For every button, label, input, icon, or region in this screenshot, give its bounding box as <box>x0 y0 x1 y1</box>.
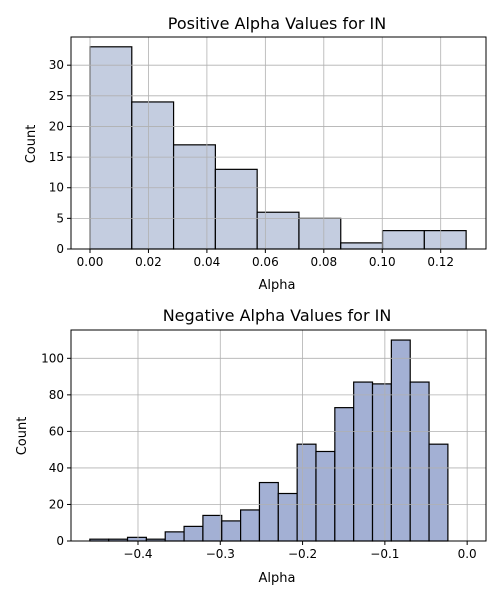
histogram-bar <box>240 509 261 542</box>
histogram-bar <box>126 536 147 542</box>
x-tick-label: 0.00 <box>77 255 104 269</box>
histogram-bar <box>298 217 342 250</box>
histogram-bar <box>221 520 242 542</box>
histogram-bar <box>164 531 185 542</box>
histogram-bar <box>183 525 204 542</box>
y-tick-label: 60 <box>49 424 64 438</box>
histogram-bar <box>89 46 133 250</box>
x-tick-label: 0.02 <box>135 255 162 269</box>
histogram-bar <box>390 339 411 542</box>
chart-title: Negative Alpha Values for IN <box>163 306 392 325</box>
y-tick-label: 30 <box>49 58 64 72</box>
histogram-bar <box>131 101 175 250</box>
negative-alpha-histogram: Negative Alpha Values for IN Alpha Count… <box>15 306 487 586</box>
histogram-bar <box>423 230 467 250</box>
histogram-bar <box>428 443 449 542</box>
histogram-bar <box>277 492 298 542</box>
y-tick-label: 20 <box>49 497 64 511</box>
x-axis-ticks: 0.00 0.02 0.04 0.06 0.08 0.10 0.12 <box>77 249 454 269</box>
bars <box>89 339 449 542</box>
chart-title: Positive Alpha Values for IN <box>168 14 386 33</box>
x-tick-label: −0.1 <box>370 547 399 561</box>
histogram-bar <box>315 450 336 542</box>
x-tick-label: 0.0 <box>458 547 477 561</box>
x-tick-label: 0.10 <box>369 255 396 269</box>
histogram-bar <box>334 407 355 542</box>
y-tick-label: 5 <box>56 211 64 225</box>
histogram-bar <box>202 514 223 542</box>
y-tick-label: 0 <box>56 534 64 548</box>
y-tick-label: 0 <box>56 242 64 256</box>
y-tick-label: 100 <box>41 351 64 365</box>
x-axis-ticks: −0.4 −0.3 −0.2 −0.1 0.0 <box>123 541 477 561</box>
plot-frame <box>70 36 487 250</box>
y-tick-label: 40 <box>49 461 64 475</box>
histogram-bar <box>214 168 258 250</box>
positive-alpha-histogram: Positive Alpha Values for IN Alpha Count… <box>24 14 487 293</box>
y-tick-label: 20 <box>49 119 64 133</box>
x-tick-label: −0.3 <box>206 547 235 561</box>
y-axis-ticks: 0 20 40 60 80 100 <box>41 351 71 548</box>
y-tick-label: 25 <box>49 89 64 103</box>
y-axis-ticks: 0 5 10 15 20 25 30 <box>49 58 71 256</box>
x-tick-label: 0.04 <box>194 255 221 269</box>
histogram-bar <box>258 481 279 542</box>
histogram-bar <box>353 381 374 542</box>
histogram-bar <box>409 381 430 542</box>
y-axis-label: Count <box>15 417 30 456</box>
x-tick-label: 0.12 <box>427 255 454 269</box>
histogram-bar <box>256 211 300 250</box>
y-tick-label: 80 <box>49 388 64 402</box>
histogram-bar <box>172 144 216 250</box>
histogram-bar <box>340 242 384 250</box>
histogram-bar <box>381 230 425 250</box>
x-axis-label: Alpha <box>259 278 296 293</box>
x-tick-label: 0.06 <box>252 255 279 269</box>
y-tick-label: 15 <box>49 150 64 164</box>
histogram-bar <box>371 383 392 542</box>
histogram-bar <box>296 443 317 542</box>
x-axis-label: Alpha <box>259 571 296 586</box>
plot-frame <box>70 329 487 542</box>
x-tick-label: 0.08 <box>310 255 337 269</box>
y-tick-label: 10 <box>49 181 64 195</box>
y-axis-label: Count <box>24 125 39 164</box>
x-tick-label: −0.4 <box>123 547 152 561</box>
x-tick-label: −0.2 <box>288 547 317 561</box>
